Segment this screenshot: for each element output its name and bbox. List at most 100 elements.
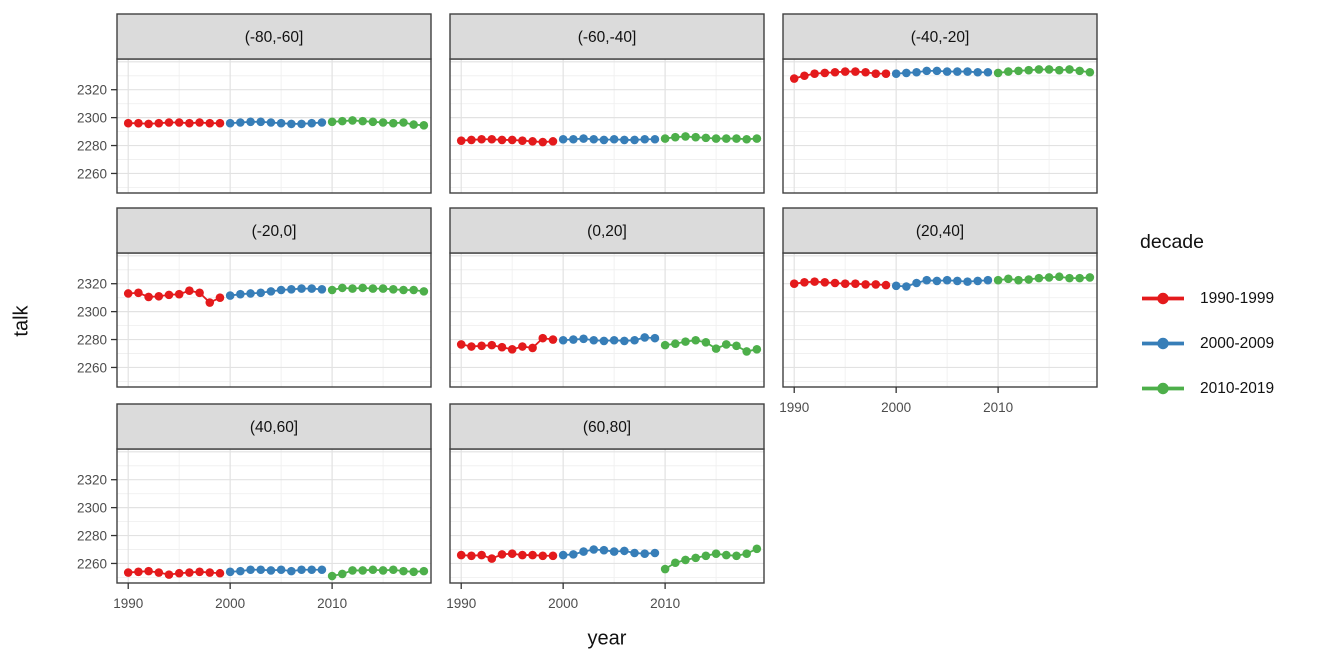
- legend-key-icon: [1142, 382, 1184, 395]
- decade-line: [230, 568, 322, 573]
- data-point: [752, 544, 762, 554]
- y-tick-label: 2280: [77, 332, 107, 347]
- data-point: [348, 116, 357, 125]
- data-point: [256, 288, 266, 298]
- data-point: [174, 568, 184, 578]
- data-point: [456, 340, 466, 349]
- data-point: [548, 137, 558, 146]
- data-point: [620, 336, 629, 346]
- data-point: [881, 280, 891, 290]
- data-point: [185, 118, 194, 128]
- data-point: [569, 134, 578, 144]
- x-tick-label: 1990: [779, 400, 809, 415]
- data-point: [800, 278, 809, 287]
- data-point: [599, 135, 609, 145]
- decade-line: [997, 275, 1090, 282]
- data-point: [650, 548, 660, 558]
- decade-line: [664, 135, 757, 141]
- data-point: [154, 568, 164, 577]
- data-point: [620, 135, 629, 145]
- data-point: [820, 278, 830, 287]
- data-point: [368, 565, 378, 575]
- data-point: [993, 68, 1003, 78]
- data-point: [558, 550, 568, 560]
- data-point: [640, 549, 650, 558]
- data-point: [276, 285, 286, 295]
- data-point: [681, 132, 690, 141]
- data-point: [419, 287, 429, 296]
- data-point: [840, 279, 850, 289]
- data-point: [1075, 66, 1084, 76]
- data-point: [630, 135, 639, 145]
- data-point: [752, 345, 762, 354]
- legend-item-label: 2000-2009: [1200, 334, 1275, 352]
- data-point: [317, 118, 327, 127]
- legend: decade 1990-1999 2000-2009 2010-2019: [1140, 231, 1274, 401]
- facet-strip: [782, 207, 1098, 254]
- data-point: [732, 551, 741, 561]
- data-point: [225, 291, 235, 300]
- data-point: [548, 335, 558, 344]
- decade-line: [461, 337, 554, 351]
- data-point: [123, 118, 133, 128]
- data-point: [579, 334, 588, 344]
- x-axis-title: year: [587, 627, 627, 650]
- data-point: [497, 342, 507, 352]
- data-point: [236, 566, 245, 576]
- facet-panel: [450, 253, 764, 387]
- data-point: [327, 285, 337, 295]
- decade-line: [230, 120, 322, 125]
- decade-line: [230, 287, 322, 297]
- decade-line: [794, 280, 887, 287]
- data-point: [246, 565, 255, 575]
- data-point: [399, 566, 408, 576]
- data-point: [830, 278, 840, 288]
- data-point: [144, 566, 153, 576]
- data-point: [589, 134, 599, 144]
- data-point: [507, 135, 517, 145]
- data-point: [287, 284, 296, 294]
- data-point: [871, 69, 881, 78]
- y-tick-label: 2320: [77, 473, 107, 488]
- data-point: [932, 66, 942, 76]
- legend-title: decade: [1140, 231, 1204, 253]
- data-point: [620, 546, 629, 556]
- data-point: [123, 289, 133, 298]
- data-point: [477, 550, 486, 560]
- data-point: [195, 288, 204, 298]
- decade-line: [331, 286, 424, 293]
- legend-items: 1990-1999 2000-2009 2010-2019: [1140, 286, 1274, 401]
- data-point: [358, 566, 367, 575]
- data-point: [1065, 273, 1074, 283]
- decade-line: [563, 336, 655, 342]
- decade-line: [664, 547, 758, 570]
- data-point: [1034, 273, 1044, 283]
- data-point: [348, 566, 357, 575]
- data-point: [467, 342, 476, 351]
- data-point: [558, 335, 568, 345]
- x-tick-label: 2000: [215, 596, 245, 611]
- data-point: [953, 276, 962, 286]
- data-point: [851, 279, 860, 289]
- data-point: [902, 68, 911, 78]
- y-tick-label: 2260: [77, 166, 107, 181]
- data-point: [932, 276, 942, 286]
- data-point: [338, 569, 347, 579]
- data-point: [174, 118, 184, 127]
- data-point: [205, 568, 215, 577]
- data-point: [891, 281, 901, 291]
- data-point: [236, 289, 245, 299]
- data-point: [942, 67, 952, 76]
- data-point: [467, 135, 476, 145]
- data-point: [317, 565, 327, 575]
- data-point: [528, 137, 537, 146]
- data-point: [1044, 273, 1054, 282]
- decade-line: [664, 339, 758, 353]
- decade-line: [128, 289, 221, 304]
- facet-label: (-40,-20]: [911, 29, 970, 46]
- data-point: [1014, 66, 1023, 76]
- data-point: [789, 279, 799, 289]
- data-point: [487, 134, 497, 144]
- data-point: [1085, 273, 1095, 282]
- data-point: [287, 566, 296, 576]
